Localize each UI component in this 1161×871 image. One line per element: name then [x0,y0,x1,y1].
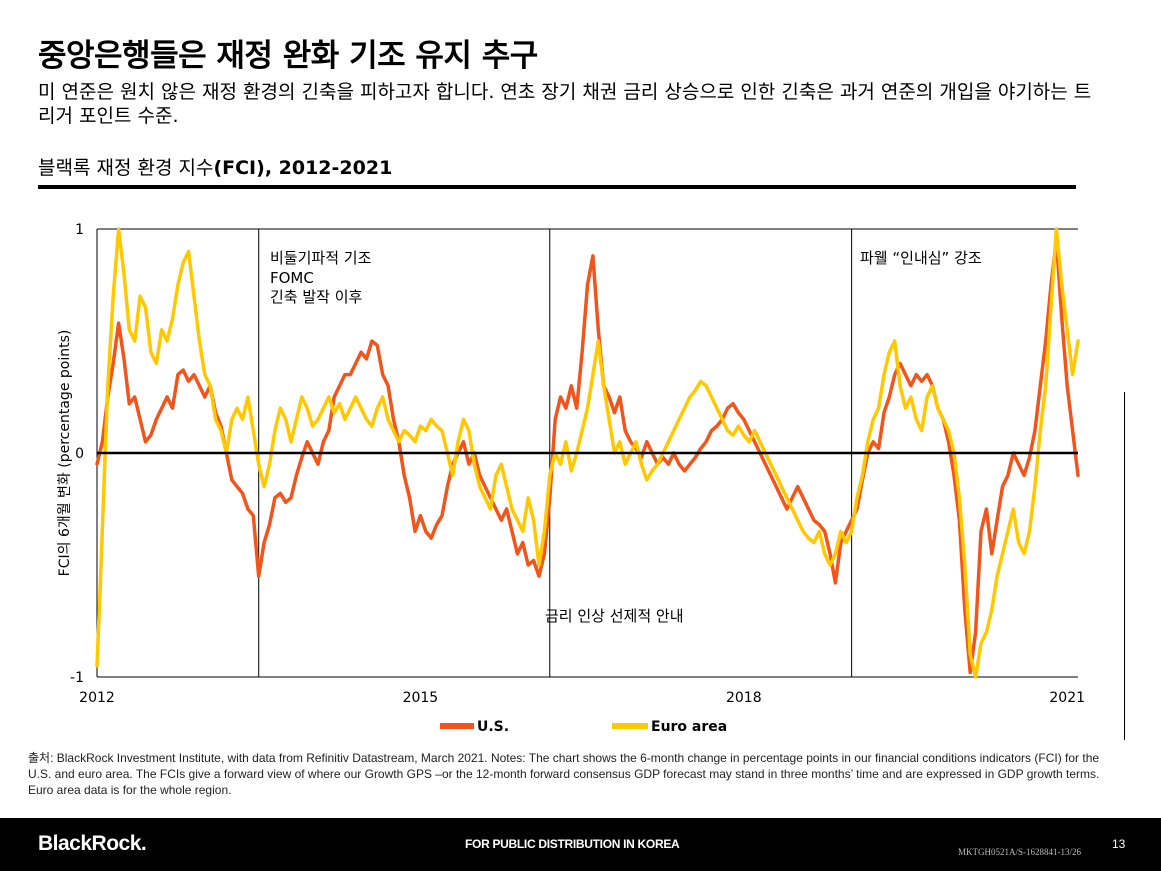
side-divider [1124,392,1125,740]
y-tick-label: 1 [75,222,84,238]
footnote: 출처: BlackRock Investment Institute, with… [28,750,1118,798]
legend-label-euro-area: Euro area [651,719,727,735]
legend-label-us: U.S. [477,719,509,735]
footer-bar: BlackRock. FOR PUBLIC DISTRIBUTION IN KO… [0,818,1161,871]
footnote-text: BlackRock Investment Institute, with dat… [28,751,1100,797]
chart-title: 블랙록 재정 환경 지수(FCI), 2012-2021 [38,153,392,180]
document-code: MKTGH0521A/S-1628841-13/26 [958,847,1081,857]
annotation-rate-hike: 금리 인상 선제적 안내 [545,607,684,625]
page-number: 13 [1112,837,1126,851]
y-axis-title: FCI의 6개월 변화 (percentage points) [57,330,73,577]
x-tick-label: 2015 [403,690,439,706]
title-rule [38,185,1076,189]
annotation-dovish-line3: 긴축 발작 이후 [270,288,363,306]
y-tick-label: 0 [75,446,84,462]
fci-line-chart: -1 0 1 2012 2015 2018 2021 FCI의 6개월 변화 (percent… [57,222,1085,735]
page-title: 중앙은행들은 재정 완화 기조 유지 추구 [38,38,538,74]
annotation-dovish-line1: 비둘기파적 기조 [270,249,372,267]
blackrock-logo: BlackRock. [38,832,147,855]
page-subtitle: 미 연준은 원치 않은 재정 환경의 긴축을 피하고자 합니다. 연초 장기 채… [38,81,1092,127]
x-tick-label: 2021 [1049,690,1085,706]
x-tick-label: 2012 [79,690,115,706]
chart-title-korean: 블랙록 재정 환경 지수 [38,157,214,179]
distribution-notice: FOR PUBLIC DISTRIBUTION IN KOREA [465,837,680,851]
y-tick-label: -1 [70,670,84,686]
series-line-euro-area [95,227,1080,679]
chart-title-bold: (FCI), 2012-2021 [213,157,393,179]
annotation-dovish-line2: FOMC [270,269,314,287]
annotation-powell: 파웰 “인내심” 강조 [860,249,982,267]
series-line-us [95,238,1080,675]
chart-legend: U.S. Euro area [440,719,727,735]
x-tick-label: 2018 [726,690,762,706]
footnote-source-label: 출처: [28,751,54,765]
